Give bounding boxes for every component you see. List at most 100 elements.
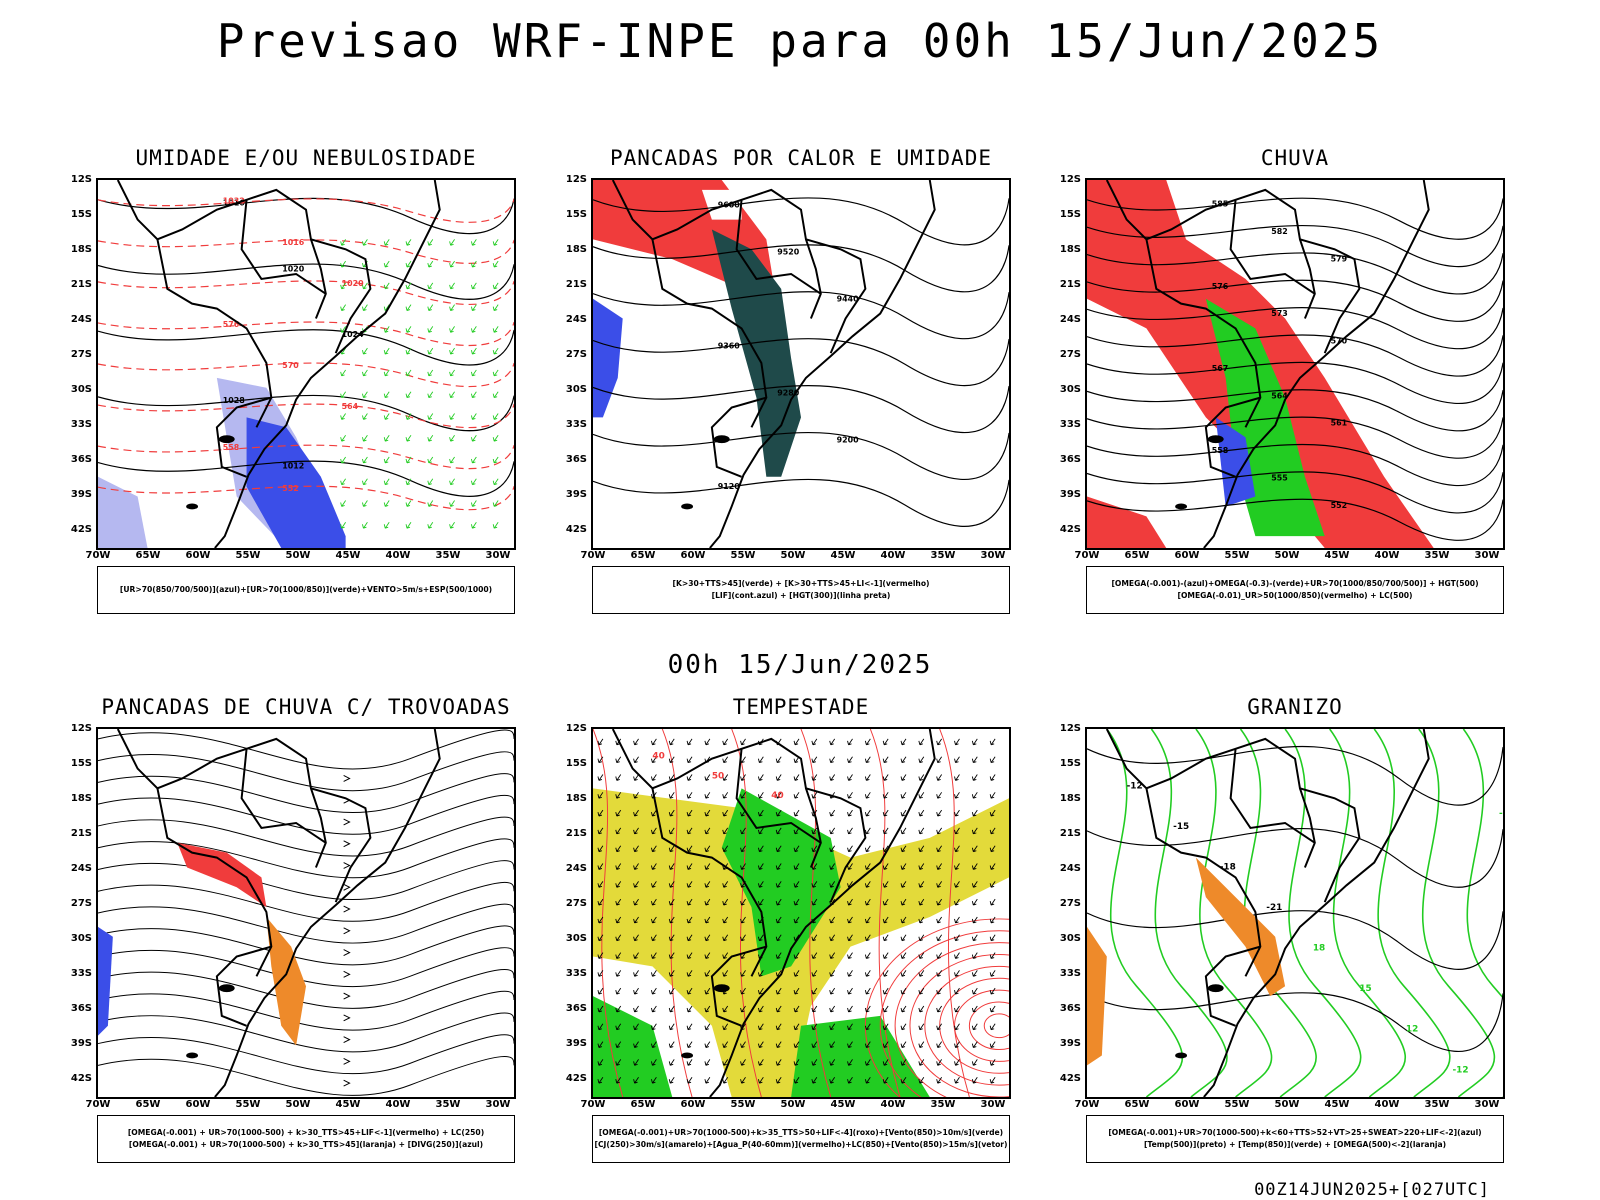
wind-vector	[704, 809, 711, 817]
longitude-label: 40W	[1374, 1099, 1400, 1110]
latitude-label: 36S	[70, 454, 92, 465]
wind-vector	[362, 500, 368, 507]
wind-vector	[470, 456, 477, 464]
wind-vector	[882, 970, 889, 977]
wind-vector	[936, 792, 943, 799]
wind-vector	[668, 1005, 675, 1013]
arrow-head	[343, 1079, 351, 1087]
arrow-head	[343, 1057, 351, 1065]
lake-shape	[186, 1052, 199, 1059]
wind-vector	[492, 413, 499, 420]
contour-label: -15	[1499, 809, 1503, 819]
wind-vector	[989, 809, 996, 817]
contour-label: 561	[1331, 419, 1348, 428]
wind-vector	[383, 369, 390, 377]
wind-vector	[449, 522, 455, 529]
wind-vector	[864, 970, 871, 977]
wind-vector	[651, 916, 657, 924]
wind-vector	[954, 738, 960, 746]
wind-green	[791, 1015, 930, 1097]
wind-vector	[470, 304, 477, 312]
wind-vector	[918, 898, 925, 906]
wind-vector	[686, 792, 693, 799]
border-line	[651, 788, 768, 977]
wind-vector	[918, 987, 925, 995]
wind-vector	[882, 916, 889, 924]
longitude-label: 30W	[980, 550, 1006, 561]
wind-vector	[864, 1041, 871, 1048]
wind-vector	[864, 809, 871, 817]
wind-vector	[918, 1059, 925, 1066]
contour-line	[98, 280, 514, 305]
temp850-contour	[1284, 729, 1362, 1097]
latitude-label: 12S	[1059, 723, 1081, 734]
wind-vector	[936, 1059, 943, 1066]
map-panel: 40 50 40	[591, 727, 1011, 1099]
wind-vector	[383, 500, 390, 507]
water-contour	[879, 930, 1009, 1097]
wind-vector	[686, 809, 693, 817]
lake-shape	[681, 1052, 694, 1059]
contour-label: 558	[223, 443, 240, 452]
lake-shape	[218, 435, 235, 444]
longitude-label: 35W	[435, 1099, 461, 1110]
contour-label: 1020	[282, 264, 305, 273]
wind-vector	[651, 1041, 657, 1048]
wind-vector	[651, 738, 657, 746]
wind-vector	[847, 1005, 853, 1013]
border-line	[1229, 748, 1316, 844]
border-line	[310, 239, 327, 319]
wind-vector	[362, 304, 368, 312]
wind-vector	[470, 391, 477, 399]
border-line	[805, 239, 822, 319]
wind-vector	[651, 987, 657, 995]
wind-vector	[651, 863, 657, 870]
wind-vector	[615, 1076, 622, 1084]
wind-vector	[597, 738, 604, 746]
wind-vector	[757, 934, 764, 942]
wind-vector	[597, 756, 604, 764]
wind-vector	[811, 1023, 818, 1031]
wind-vector	[954, 756, 960, 764]
longitude-label: 45W	[1324, 550, 1350, 561]
longitude-label: 70W	[1074, 1099, 1100, 1110]
wind-vector	[900, 738, 907, 746]
mask-area	[701, 189, 742, 220]
longitude-label: 55W	[1224, 1099, 1250, 1110]
latitude-label: 36S	[565, 454, 587, 465]
wind-vector	[492, 260, 499, 268]
contour-line	[98, 403, 514, 429]
wind-vector	[882, 863, 889, 870]
wind-vector	[989, 756, 996, 764]
wind-vector	[829, 934, 836, 942]
wind-vector	[918, 845, 925, 853]
wind-vector	[847, 916, 853, 924]
wind-vector	[829, 827, 836, 835]
wind-vector	[597, 881, 604, 888]
contour-line	[98, 329, 514, 366]
contour-label: 9120	[718, 482, 741, 491]
streamline	[98, 838, 514, 879]
arrow-head	[343, 970, 351, 978]
wind-vector	[686, 845, 693, 853]
streamline	[98, 773, 514, 813]
wind-vector	[989, 881, 996, 888]
legend-line: [UR>70(850/700/500)](azul)+[UR>70(1000/8…	[119, 585, 493, 594]
contour-label: 50	[712, 771, 724, 781]
wind-vector	[864, 1005, 871, 1013]
latitude-label: 27S	[70, 349, 92, 360]
wind-vector	[757, 845, 764, 853]
wind-vector	[633, 863, 639, 870]
wind-vector	[936, 970, 943, 977]
wind-vector	[405, 369, 412, 377]
wind-vector	[811, 738, 818, 746]
wind-vector	[918, 863, 925, 870]
longitude-label: 60W	[185, 550, 211, 561]
wind-vector	[829, 1023, 836, 1031]
contour-label: -21	[1266, 903, 1282, 913]
latitude-label: 15S	[70, 758, 92, 769]
wind-vector	[847, 738, 853, 746]
wind-vector	[757, 1041, 764, 1048]
wind-vector	[989, 987, 996, 995]
